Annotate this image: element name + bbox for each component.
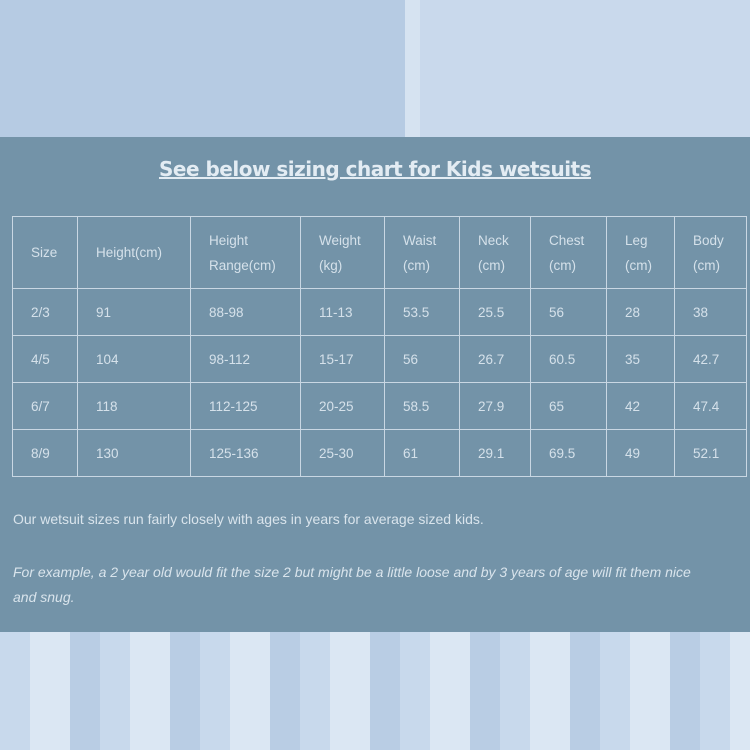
table-cell: 130 — [77, 429, 191, 477]
table-cell: 61 — [384, 429, 460, 477]
column-header: Neck (cm) — [459, 216, 531, 289]
table-cell: 8/9 — [12, 429, 78, 477]
column-header-text: Weight — [319, 232, 361, 248]
column-header-text: Size — [31, 245, 58, 260]
column-header-text: Height — [209, 232, 249, 248]
table-cell: 56 — [384, 335, 460, 383]
table-cell: 118 — [77, 382, 191, 430]
column-header: Body (cm) — [674, 216, 747, 289]
column-header-text: Height(cm) — [96, 245, 163, 260]
table-cell: 28 — [606, 288, 675, 336]
table-cell: 58.5 — [384, 382, 460, 430]
column-header: Height Range(cm) — [190, 216, 301, 289]
table-cell: 38 — [674, 288, 747, 336]
table-cell: 60.5 — [530, 335, 607, 383]
table-cell: 20-25 — [300, 382, 385, 430]
table-header-row: Size Height(cm) Height Range(cm) Weight (kg) W… — [12, 216, 747, 289]
table-row: 8/9 130 125-136 25-30 61 29.1 69.5 49 52.1 — [12, 429, 747, 477]
table-cell: 98-112 — [190, 335, 301, 383]
column-header-text: (cm) — [403, 257, 430, 273]
sizing-example-note: For example, a 2 year old would fit the … — [13, 564, 691, 605]
column-header-text: Neck — [478, 232, 509, 248]
table-cell: 104 — [77, 335, 191, 383]
table-cell: 125-136 — [190, 429, 301, 477]
table-cell: 112-125 — [190, 382, 301, 430]
column-header-text: (kg) — [319, 257, 343, 273]
column-header-text: (cm) — [693, 257, 720, 273]
table-cell: 42.7 — [674, 335, 747, 383]
column-header-text: Leg — [625, 232, 648, 248]
column-header-text: Range(cm) — [209, 257, 276, 273]
table-cell: 47.4 — [674, 382, 747, 430]
sizing-panel: See below sizing chart for Kids wetsuits… — [0, 137, 750, 632]
column-header-text: (cm) — [549, 257, 576, 273]
table-cell: 35 — [606, 335, 675, 383]
sizing-table: Size Height(cm) Height Range(cm) Weight (kg) W… — [12, 216, 747, 477]
background-photo-bottom — [0, 632, 750, 750]
table-row: 2/3 91 88-98 11-13 53.5 25.5 56 28 38 — [12, 288, 747, 336]
table-cell: 52.1 — [674, 429, 747, 477]
column-header-text: Chest — [549, 232, 585, 248]
column-header: Weight (kg) — [300, 216, 385, 289]
table-cell: 65 — [530, 382, 607, 430]
column-header-text: (cm) — [478, 257, 505, 273]
column-header-text: Waist — [403, 232, 437, 248]
table-cell: 11-13 — [300, 288, 385, 336]
table-cell: 42 — [606, 382, 675, 430]
table-cell: 56 — [530, 288, 607, 336]
table-cell: 25.5 — [459, 288, 531, 336]
column-header-text: Body — [693, 232, 724, 248]
table-cell: 88-98 — [190, 288, 301, 336]
table-row: 6/7 118 112-125 20-25 58.5 27.9 65 42 47.4 — [12, 382, 747, 430]
column-header: Waist (cm) — [384, 216, 460, 289]
table-cell: 91 — [77, 288, 191, 336]
table-cell: 2/3 — [12, 288, 78, 336]
table-cell: 53.5 — [384, 288, 460, 336]
table-cell: 49 — [606, 429, 675, 477]
page-title: See below sizing chart for Kids wetsuits — [158, 157, 592, 181]
table-row: 4/5 104 98-112 15-17 56 26.7 60.5 35 42.7 — [12, 335, 747, 383]
column-header-text: (cm) — [625, 257, 652, 273]
column-header: Size — [12, 216, 78, 289]
table-cell: 6/7 — [12, 382, 78, 430]
column-header: Chest (cm) — [530, 216, 607, 289]
background-photo-top — [0, 0, 750, 137]
table-cell: 27.9 — [459, 382, 531, 430]
column-header: Height(cm) — [77, 216, 191, 289]
table-cell: 69.5 — [530, 429, 607, 477]
table-cell: 29.1 — [459, 429, 531, 477]
column-header: Leg (cm) — [606, 216, 675, 289]
table-cell: 4/5 — [12, 335, 78, 383]
table-cell: 26.7 — [459, 335, 531, 383]
table-cell: 15-17 — [300, 335, 385, 383]
table-cell: 25-30 — [300, 429, 385, 477]
sizing-note: Our wetsuit sizes run fairly closely wit… — [13, 511, 484, 527]
